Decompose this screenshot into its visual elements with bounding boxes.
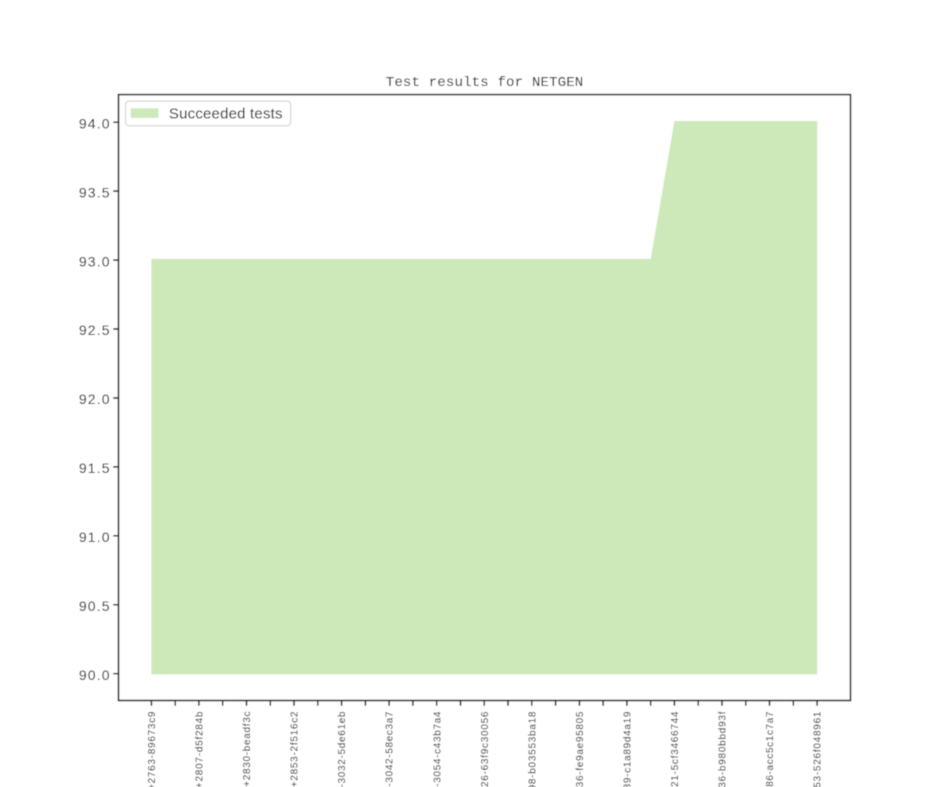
svg-text:91.5: 91.5	[79, 460, 110, 476]
svg-text:+: +	[291, 780, 297, 787]
svg-text:90.0: 90.0	[79, 667, 110, 683]
svg-text:93.5: 93.5	[79, 184, 110, 200]
svg-text:36-fe9ae95805: 36-fe9ae95805	[575, 711, 586, 787]
svg-text:86-acc5c1c7a7: 86-acc5c1c7a7	[765, 711, 776, 787]
svg-text:53-526f048961: 53-526f048961	[813, 711, 824, 787]
svg-text:21-5cf3466744: 21-5cf3466744	[670, 711, 681, 787]
svg-text:93.0: 93.0	[79, 253, 110, 269]
svg-text:-3032-5de61eb: -3032-5de61eb	[337, 711, 348, 787]
svg-text:-3054-c43b7a4: -3054-c43b7a4	[432, 711, 443, 787]
svg-text:91.0: 91.0	[79, 529, 110, 545]
svg-text:2807-d5f284b: 2807-d5f284b	[195, 711, 206, 781]
svg-text:98-b03553ba18: 98-b03553ba18	[527, 711, 538, 787]
svg-text:36-b980bbd93f: 36-b980bbd93f	[718, 711, 729, 787]
svg-text:Succeeded tests: Succeeded tests	[169, 105, 283, 122]
svg-text:+: +	[244, 780, 250, 787]
svg-text:92.5: 92.5	[79, 322, 110, 338]
svg-text:94.0: 94.0	[79, 115, 110, 131]
svg-text:-3042-58ec3a7: -3042-58ec3a7	[385, 711, 396, 787]
svg-text:89-c1a89d4a19: 89-c1a89d4a19	[623, 711, 634, 787]
svg-text:92.0: 92.0	[79, 391, 110, 407]
svg-text:2763-89673c9: 2763-89673c9	[147, 711, 158, 783]
svg-text:2830-beadf3c: 2830-beadf3c	[242, 712, 253, 781]
svg-text:26-63f9c30056: 26-63f9c30056	[480, 711, 491, 787]
svg-text:2853-2f516c2: 2853-2f516c2	[290, 711, 301, 781]
svg-text:+: +	[196, 781, 202, 787]
svg-text:+: +	[148, 782, 154, 787]
svg-text:Test results for NETGEN: Test results for NETGEN	[386, 75, 584, 91]
svg-text:90.5: 90.5	[79, 598, 110, 614]
